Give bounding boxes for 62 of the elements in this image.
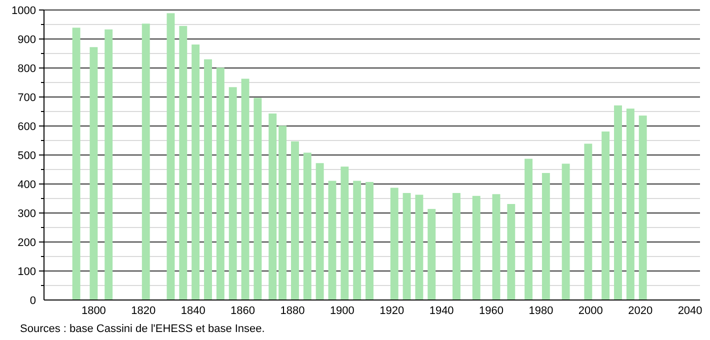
bar [415,194,424,300]
bar [142,24,150,300]
bar [428,208,436,300]
x-tick-label: 2020 [628,305,653,317]
bar [328,180,336,300]
bar [524,158,533,300]
bar [366,182,374,300]
bar [340,166,349,300]
x-tick-label: 1980 [528,305,554,317]
bar [72,28,80,300]
y-tick-label: 500 [18,150,36,162]
bar [584,144,592,300]
bar [626,108,634,300]
x-tick-label: 1840 [180,305,206,317]
x-tick-label: 1880 [280,305,305,317]
bar [638,116,647,300]
bar [353,180,362,300]
bar [602,132,610,300]
x-tick-label: 2040 [678,305,702,317]
y-tick-label: 800 [18,62,36,75]
y-tick-label: 100 [18,266,36,278]
bar [179,26,188,300]
y-tick-label: 700 [18,92,36,104]
bar [104,29,113,300]
x-tick-label: 1920 [380,305,404,317]
bar [241,78,250,300]
bar [492,194,500,300]
y-tick-label: 400 [18,178,36,191]
x-tick-label: 1900 [330,305,354,317]
bar [472,196,480,300]
y-tick-label: 200 [18,236,36,249]
x-tick-label: 1800 [81,305,106,317]
bar [390,188,398,300]
bar [278,126,287,300]
y-tick-label: 900 [18,34,36,46]
bar [254,98,262,300]
x-tick-label: 1940 [429,305,454,317]
x-tick-label: 1960 [479,305,504,317]
bar [192,44,200,300]
bar [316,163,324,300]
bar [507,204,516,300]
bar [452,192,460,300]
y-tick-label: 300 [18,208,36,220]
bar [204,59,212,300]
bar [562,164,570,300]
bar [614,105,622,300]
x-tick-label: 2000 [578,305,603,317]
bar [303,152,312,300]
bar [290,141,299,300]
bar [402,192,411,300]
source-note: Sources : base Cassini de l'EHESS et base Insee. [20,323,265,335]
x-tick-label: 1820 [131,305,156,317]
bar [268,114,277,300]
bar [90,47,98,300]
bar [542,172,550,300]
x-tick-label: 1860 [230,305,256,317]
y-tick-label: 600 [18,120,36,133]
bar [216,68,224,300]
bar [228,87,237,300]
y-tick-label: 1000 [12,4,36,17]
bar [166,13,175,300]
y-tick-label: 0 [30,294,36,307]
